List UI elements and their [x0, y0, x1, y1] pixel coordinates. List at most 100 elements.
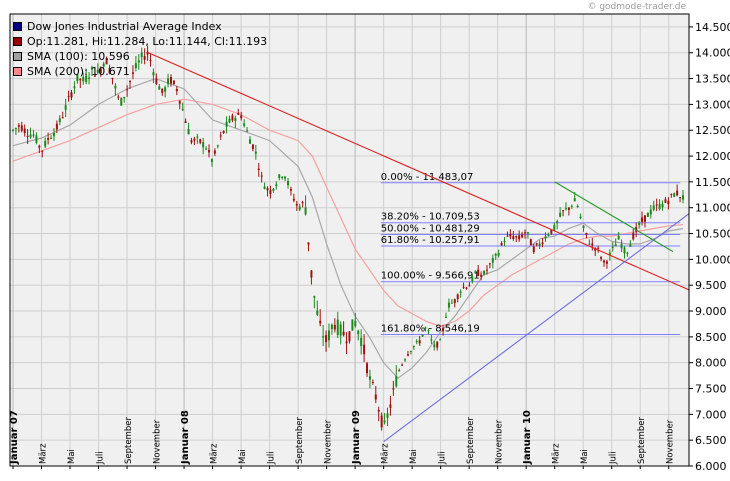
price-bar-body — [44, 140, 47, 147]
price-bar-body — [518, 235, 521, 240]
price-bar-body — [579, 216, 582, 219]
price-bar-body — [503, 240, 506, 243]
price-bar-body — [205, 148, 208, 150]
price-bar-body — [623, 247, 626, 254]
fib-level-label: 161.80% - 8.546,19 — [381, 323, 480, 334]
x-tick-label: März — [39, 443, 49, 464]
channel-trend-line — [554, 181, 674, 253]
price-bar-body — [418, 340, 421, 344]
price-bar-body — [357, 330, 360, 335]
price-bar-body — [371, 381, 374, 383]
price-bar-body — [401, 364, 404, 366]
y-tick-label: 13.500 — [695, 73, 730, 86]
price-bar-body — [257, 168, 260, 171]
x-tick-label: September — [637, 417, 647, 464]
price-bar-body — [562, 210, 565, 212]
price-bar-body — [73, 86, 76, 89]
price-bar-body — [216, 145, 219, 147]
price-bar-body — [398, 370, 401, 372]
sma100-line — [12, 77, 684, 379]
legend-entry-ohlc: Op:11.281, Hi:11.284, Lo:11.144, Cl:11.1… — [13, 34, 267, 49]
price-bar-body — [626, 252, 629, 254]
price-bar-body — [222, 130, 225, 134]
price-bar-body — [447, 302, 450, 308]
price-bar-body — [269, 190, 272, 194]
price-bar-body — [29, 134, 32, 138]
price-bar-body — [129, 81, 132, 83]
legend-swatch-sma100 — [13, 52, 22, 61]
price-bar-body — [298, 206, 301, 210]
price-bar-body — [488, 263, 491, 265]
price-bar-body — [404, 359, 407, 361]
price-bar-body — [301, 202, 304, 204]
price-bar-body — [433, 344, 436, 348]
price-bar-body — [319, 320, 322, 324]
price-bar-body — [468, 285, 471, 287]
price-bar-body — [564, 208, 567, 210]
price-bar-body — [152, 72, 155, 76]
price-bar-body — [348, 331, 351, 342]
price-bar-body — [143, 56, 146, 60]
price-bar-body — [673, 193, 676, 197]
price-bar-body — [272, 188, 275, 191]
price-bar-body — [532, 246, 535, 253]
price-bar-body — [465, 287, 468, 289]
price-bar-body — [453, 299, 456, 304]
price-bar-body — [90, 67, 93, 70]
y-tick-label: 9.000 — [695, 305, 727, 318]
x-tick-label: September — [124, 417, 134, 464]
legend-swatch-sma200 — [13, 67, 22, 76]
y-tick-label: 11.500 — [695, 176, 730, 189]
price-bar-body — [614, 244, 617, 247]
fib-level-label: 38.20% - 10.709,53 — [381, 212, 480, 223]
price-bar-body — [386, 413, 389, 418]
watermark: © godmode-trader.de — [587, 2, 686, 12]
price-bar-body — [333, 324, 336, 330]
price-bar-body — [635, 226, 638, 232]
price-bar-body — [629, 244, 632, 247]
sma200-line — [12, 98, 684, 328]
price-bar-body — [664, 199, 667, 203]
price-bar-body — [161, 88, 164, 93]
x-tick-label: November — [666, 419, 676, 464]
price-bar-body — [281, 176, 284, 178]
price-bar-body — [14, 128, 17, 130]
price-bar-body — [202, 142, 205, 148]
legend-label-ohlc: Op:11.281, Hi:11.284, Lo:11.144, Cl:11.1… — [27, 35, 268, 48]
price-bar-body — [471, 276, 474, 282]
x-tick-label: Januar 08 — [180, 410, 191, 465]
price-bar-body — [134, 63, 137, 69]
price-bar-body — [12, 129, 14, 131]
price-bar-body — [178, 100, 181, 104]
price-bar-body — [667, 200, 670, 205]
price-bar-body — [93, 75, 96, 77]
fib-level-label: 50.00% - 10.481,29 — [381, 224, 480, 235]
price-bar-body — [544, 236, 547, 239]
price-bar-body — [248, 139, 251, 144]
price-bar-body — [67, 96, 70, 98]
price-bar-body — [58, 118, 61, 122]
price-bar-body — [430, 339, 433, 341]
price-bar-body — [415, 341, 418, 343]
price-bar-body — [494, 253, 497, 256]
price-bar-body — [588, 243, 591, 245]
price-bar-body — [567, 207, 570, 210]
price-bar-body — [181, 109, 184, 111]
price-bar-body — [79, 78, 82, 81]
price-bar-body — [52, 132, 55, 137]
price-bar-body — [23, 128, 26, 134]
x-tick-label: November — [153, 419, 163, 464]
price-bar-body — [474, 271, 477, 274]
price-bar-body — [278, 174, 281, 178]
price-bar-body — [576, 205, 579, 207]
price-bar-body — [240, 115, 243, 119]
x-tick-label: Mai — [238, 449, 248, 464]
price-bar-body — [649, 209, 652, 215]
price-bar-body — [605, 261, 608, 264]
price-bar-body — [313, 295, 316, 298]
price-bar-body — [351, 319, 354, 331]
price-bar-body — [184, 121, 187, 123]
price-bar-body — [292, 198, 295, 201]
price-bar-body — [307, 242, 310, 245]
price-bar-body — [126, 89, 129, 91]
